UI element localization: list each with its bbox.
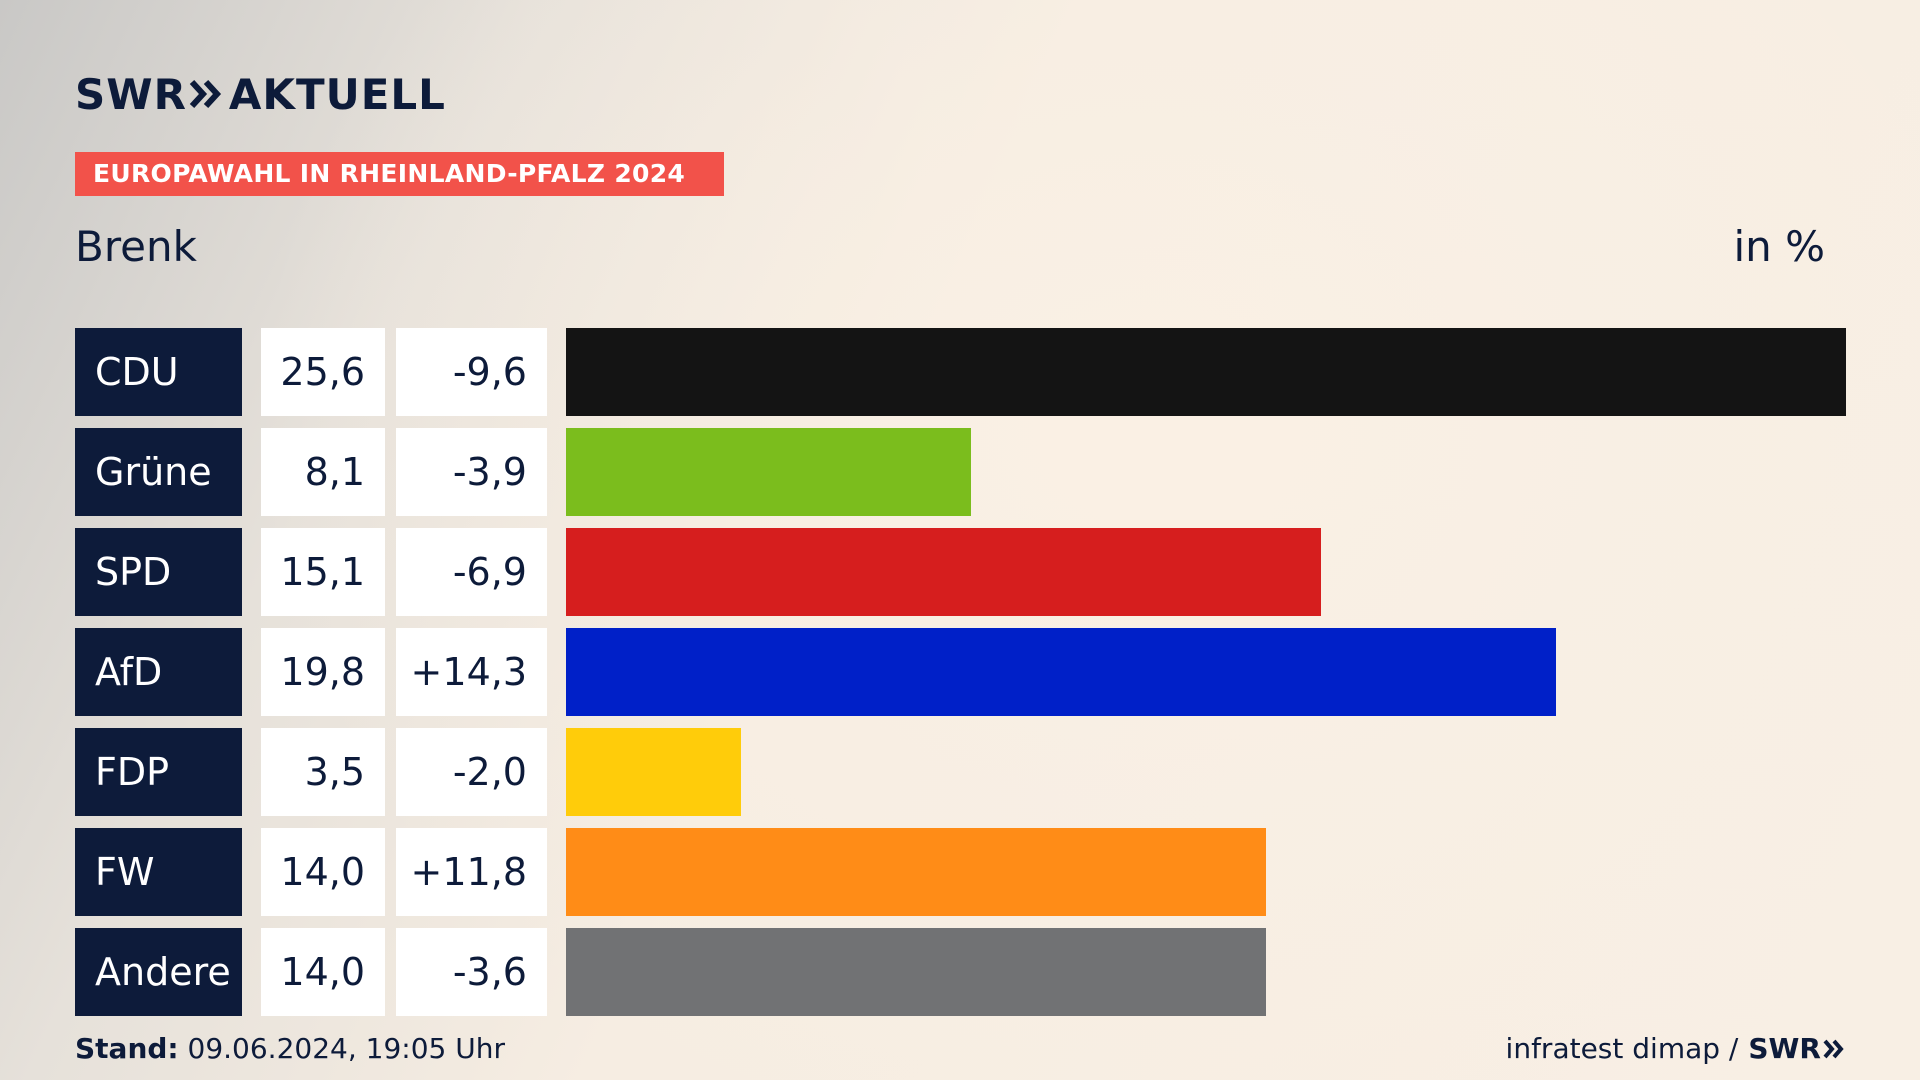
- bar: [566, 628, 1556, 716]
- place-name: Brenk: [75, 222, 197, 271]
- share-value: 19,8: [261, 628, 385, 716]
- party-label: CDU: [75, 328, 242, 416]
- party-label: Grüne: [75, 428, 242, 516]
- change-value: -9,6: [396, 328, 547, 416]
- bar: [566, 728, 741, 816]
- change-value: +14,3: [396, 628, 547, 716]
- change-value: -3,9: [396, 428, 547, 516]
- share-value: 15,1: [261, 528, 385, 616]
- party-label: SPD: [75, 528, 242, 616]
- share-value: 14,0: [261, 828, 385, 916]
- change-value: +11,8: [396, 828, 547, 916]
- party-label: FDP: [75, 728, 242, 816]
- timestamp: Stand: 09.06.2024, 19:05 Uhr: [75, 1032, 505, 1065]
- bar: [566, 928, 1266, 1016]
- share-value: 14,0: [261, 928, 385, 1016]
- swr-mini-logo: SWR: [1748, 1032, 1845, 1065]
- swr-aktuell-logo: SWR AKTUELL: [75, 70, 446, 119]
- change-value: -3,6: [396, 928, 547, 1016]
- double-chevron-right-icon: [189, 70, 223, 119]
- party-label: FW: [75, 828, 242, 916]
- bar: [566, 528, 1321, 616]
- logo-swr-text: SWR: [75, 70, 187, 119]
- election-ribbon: EUROPAWAHL IN RHEINLAND-PFALZ 2024: [75, 152, 724, 196]
- source-credit: infratest dimap / SWR: [1506, 1032, 1845, 1065]
- party-label: Andere: [75, 928, 242, 1016]
- share-value: 3,5: [261, 728, 385, 816]
- change-value: -2,0: [396, 728, 547, 816]
- swr-mini-text: SWR: [1748, 1032, 1821, 1065]
- share-value: 8,1: [261, 428, 385, 516]
- unit-label: in %: [1733, 222, 1825, 271]
- stand-label: Stand:: [75, 1032, 179, 1065]
- change-value: -6,9: [396, 528, 547, 616]
- bar: [566, 828, 1266, 916]
- share-value: 25,6: [261, 328, 385, 416]
- stand-value: 09.06.2024, 19:05 Uhr: [178, 1032, 505, 1065]
- bar: [566, 428, 971, 516]
- party-label: AfD: [75, 628, 242, 716]
- bar: [566, 328, 1846, 416]
- mini-chevron-icon: [1823, 1039, 1844, 1058]
- logo-aktuell-text: AKTUELL: [228, 70, 446, 119]
- source-text: infratest dimap /: [1505, 1032, 1739, 1065]
